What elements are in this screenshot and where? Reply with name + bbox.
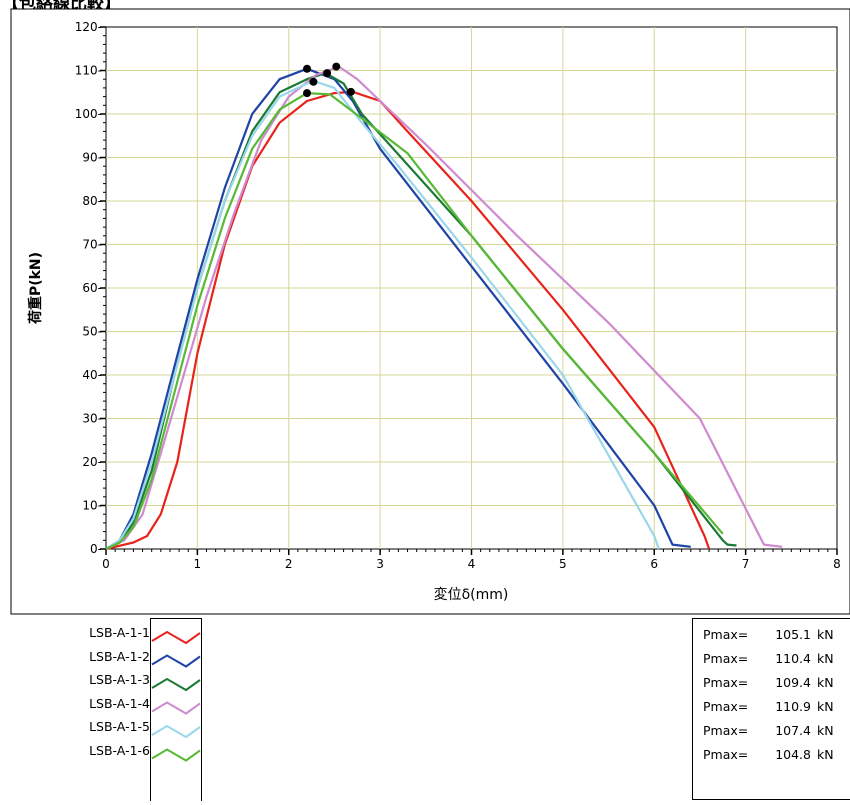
legend-swatch-LSB-A-1-4 — [152, 703, 200, 714]
peak-marker-LSB-A-1-3 — [323, 69, 331, 77]
legend-label-LSB-A-1-3: LSB-A-1-3 — [55, 672, 150, 687]
pmax-value: 107.4 — [765, 723, 811, 738]
y-tick-label: 80- — [82, 194, 102, 208]
x-tick-label: 3 — [376, 557, 384, 571]
y-tick-label: 0- — [90, 542, 102, 556]
legend-label-LSB-A-1-5: LSB-A-1-5 — [55, 719, 150, 734]
pmax-label: Pmax= — [703, 651, 765, 666]
peak-marker-LSB-A-1-1 — [347, 88, 355, 96]
legend-swatch-LSB-A-1-3 — [152, 679, 200, 690]
peak-marker-LSB-A-1-5 — [309, 78, 317, 86]
pmax-unit: kN — [817, 627, 834, 642]
pmax-row: Pmax= 107.4 kN — [703, 723, 834, 738]
pmax-label: Pmax= — [703, 699, 765, 714]
legend-label-LSB-A-1-2: LSB-A-1-2 — [55, 649, 150, 664]
pmax-unit: kN — [817, 723, 834, 738]
y-tick-label: 50- — [82, 325, 102, 339]
y-tick-label: 100- — [75, 107, 102, 121]
pmax-unit: kN — [817, 675, 834, 690]
peak-marker-LSB-A-1-2 — [303, 65, 311, 73]
legend-swatch-LSB-A-1-6 — [152, 750, 200, 761]
pmax-row: Pmax= 105.1 kN — [703, 627, 834, 642]
y-tick-label: 90- — [82, 151, 102, 165]
legend-label-LSB-A-1-6: LSB-A-1-6 — [55, 743, 150, 758]
pmax-value: 110.9 — [765, 699, 811, 714]
y-tick-label: 40- — [82, 368, 102, 382]
pmax-value: 105.1 — [765, 627, 811, 642]
y-tick-label: 20- — [82, 455, 102, 469]
x-tick-label: 5 — [559, 557, 567, 571]
y-tick-label: 10- — [82, 499, 102, 513]
pmax-unit: kN — [817, 699, 834, 714]
pmax-value: 104.8 — [765, 747, 811, 762]
x-tick-label: 6 — [650, 557, 658, 571]
x-tick-label: 1 — [194, 557, 202, 571]
y-axis-label: 荷重P(kN) — [27, 252, 44, 325]
y-tick-label: 30- — [82, 412, 102, 426]
pmax-label: Pmax= — [703, 675, 765, 690]
pmax-unit: kN — [817, 747, 834, 762]
y-tick-label: 120- — [75, 20, 102, 34]
y-tick-label: 110- — [75, 64, 102, 78]
x-tick-label: 7 — [742, 557, 750, 571]
x-tick-label: 0 — [102, 557, 110, 571]
legend-swatch-LSB-A-1-1 — [152, 632, 200, 643]
pmax-row: Pmax= 110.4 kN — [703, 651, 834, 666]
legend-swatch-LSB-A-1-5 — [152, 726, 200, 737]
load-displacement-chart: 0 1 2 3 4 5 6 7 80-10-20-30-40-50-60-70-80-90-10… — [0, 0, 850, 615]
pmax-table: Pmax= 105.1 kN Pmax= 110.4 kN Pmax= 109.4 kN Pmax… — [692, 618, 850, 800]
x-axis-label: 変位δ(mm) — [434, 586, 509, 603]
pmax-row: Pmax= 110.9 kN — [703, 699, 834, 714]
y-tick-label: 70- — [82, 238, 102, 252]
x-tick-label: 4 — [468, 557, 476, 571]
x-tick-label: 2 — [285, 557, 293, 571]
pmax-value: 110.4 — [765, 651, 811, 666]
legend-swatch-box — [150, 618, 202, 801]
pmax-row: Pmax= 109.4 kN — [703, 675, 834, 690]
pmax-unit: kN — [817, 651, 834, 666]
legend-swatch-LSB-A-1-2 — [152, 656, 200, 667]
pmax-row: Pmax= 104.8 kN — [703, 747, 834, 762]
legend-label-LSB-A-1-4: LSB-A-1-4 — [55, 696, 150, 711]
legend-label-LSB-A-1-1: LSB-A-1-1 — [55, 625, 150, 640]
x-tick-label: 8 — [833, 557, 841, 571]
peak-marker-LSB-A-1-6 — [303, 89, 311, 97]
pmax-label: Pmax= — [703, 747, 765, 762]
peak-marker-LSB-A-1-4 — [332, 63, 340, 71]
pmax-label: Pmax= — [703, 723, 765, 738]
pmax-label: Pmax= — [703, 627, 765, 642]
pmax-value: 109.4 — [765, 675, 811, 690]
y-tick-label: 60- — [82, 281, 102, 295]
